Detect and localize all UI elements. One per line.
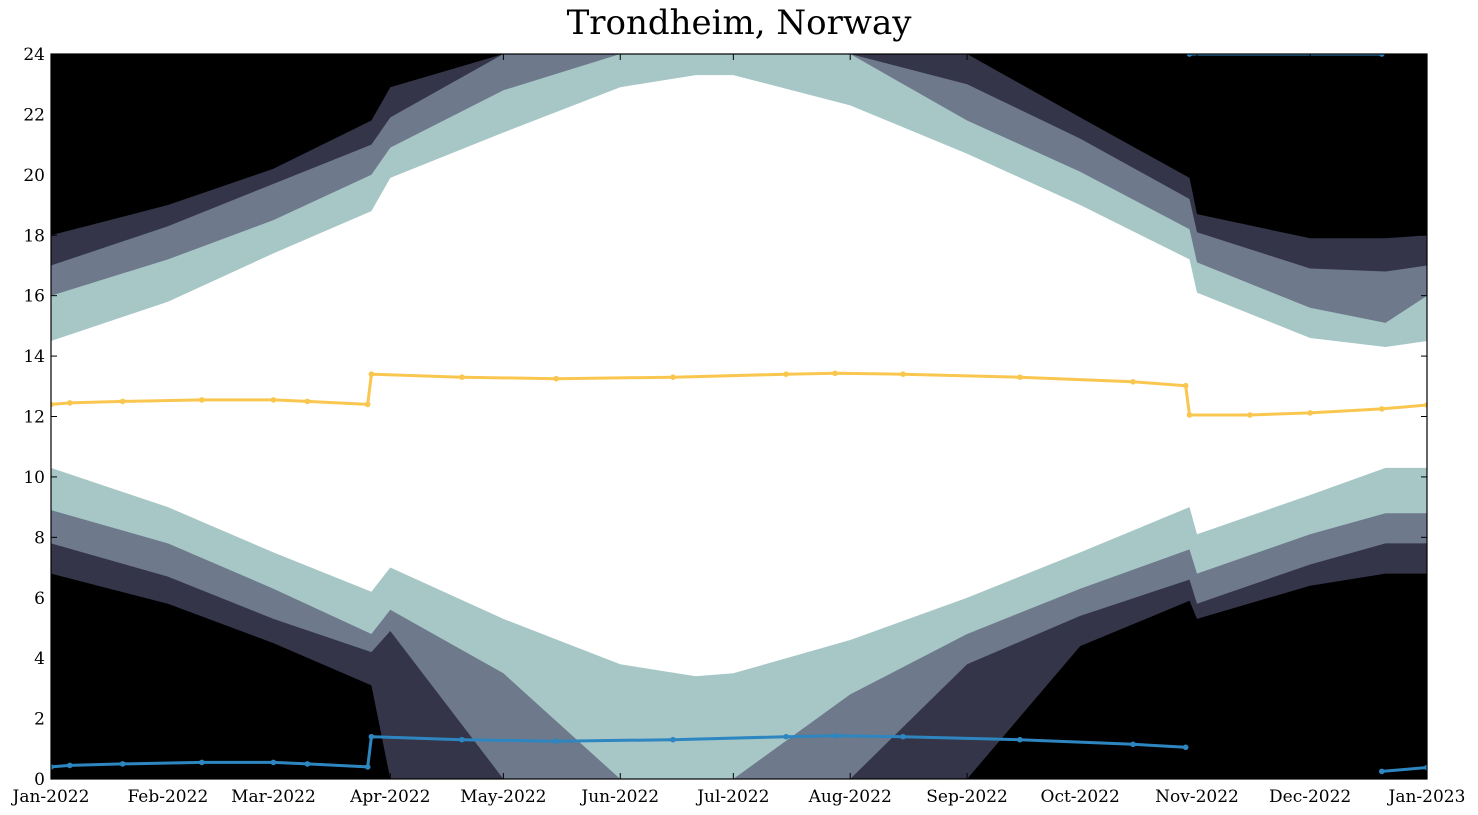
series-point xyxy=(670,736,676,743)
series-point xyxy=(459,374,465,381)
series-point xyxy=(368,371,375,378)
series-point xyxy=(67,762,73,769)
series-line xyxy=(51,371,1427,417)
y-tick-label: 8 xyxy=(34,528,45,548)
y-tick-label: 10 xyxy=(23,468,45,488)
series-point xyxy=(670,374,676,381)
series-point xyxy=(1379,54,1385,57)
y-tick-label: 12 xyxy=(23,408,45,428)
x-tick-label: Sep-2022 xyxy=(926,787,1008,807)
series-point xyxy=(1130,741,1136,748)
series-point xyxy=(364,764,371,770)
series-point xyxy=(199,397,205,403)
series-point xyxy=(1379,768,1385,775)
series-point xyxy=(304,761,311,767)
series-point xyxy=(832,733,838,739)
y-tick-label: 16 xyxy=(23,287,45,307)
series-line xyxy=(1381,766,1427,773)
x-tick-label: Dec-2022 xyxy=(1269,787,1351,807)
series-point xyxy=(1017,736,1023,743)
series-point xyxy=(51,764,54,770)
chart-title: Trondheim, Norway xyxy=(567,3,913,43)
series-point xyxy=(67,400,73,406)
x-axis: Jan-2022 Feb-2022 Mar-2022 Apr-2022 May-2022… xyxy=(11,54,1466,807)
series-point xyxy=(1130,379,1136,385)
x-tick-label: Mar-2022 xyxy=(231,787,316,807)
x-tick-label: Apr-2022 xyxy=(349,787,430,807)
series-point xyxy=(1182,382,1189,389)
y-tick-label: 2 xyxy=(34,710,45,730)
series-point xyxy=(364,401,371,408)
series-point xyxy=(270,397,277,403)
x-tick-label: Nov-2022 xyxy=(1155,787,1239,807)
series-point xyxy=(51,401,54,408)
y-tick-label: 14 xyxy=(23,347,45,367)
series-point xyxy=(1424,402,1427,408)
x-tick-label: Oct-2022 xyxy=(1041,787,1120,807)
x-tick-label: Jul-2022 xyxy=(695,787,769,807)
y-tick-label: 18 xyxy=(23,226,45,246)
x-tick-label: Jan-2022 xyxy=(11,787,90,807)
series-point xyxy=(270,759,277,766)
series-point xyxy=(304,398,311,405)
y-tick-label: 20 xyxy=(23,166,45,186)
series-point xyxy=(1186,412,1193,418)
series-point xyxy=(1379,406,1385,412)
y-tick-label: 22 xyxy=(23,105,45,125)
series-point xyxy=(553,375,559,382)
series-point xyxy=(1017,374,1023,381)
series-point xyxy=(459,736,465,743)
series-point xyxy=(1182,744,1189,751)
series-point xyxy=(119,398,126,405)
series-point xyxy=(900,733,906,740)
x-tick-label: Jan-2023 xyxy=(1387,787,1466,807)
y-tick-label: 6 xyxy=(34,589,45,609)
series-point xyxy=(199,759,205,766)
twilight-bands xyxy=(51,54,1427,779)
series-point xyxy=(368,733,375,740)
x-tick-label: May-2022 xyxy=(460,787,546,807)
series-point xyxy=(1424,764,1427,771)
series-point xyxy=(900,371,906,378)
y-tick-label: 24 xyxy=(23,45,45,65)
series-point xyxy=(783,733,789,740)
series-point xyxy=(783,371,789,378)
x-tick-label: Jun-2022 xyxy=(579,787,659,807)
x-tick-label: Aug-2022 xyxy=(808,787,892,807)
series-point xyxy=(832,370,838,377)
series-point xyxy=(119,761,126,767)
y-tick-label: 4 xyxy=(34,649,45,669)
series-point xyxy=(1247,412,1253,418)
series-point xyxy=(553,738,559,744)
series-point xyxy=(1186,54,1193,57)
series-lines xyxy=(51,54,1427,775)
x-tick-label: Feb-2022 xyxy=(127,787,208,807)
y-tick-label: 0 xyxy=(34,770,45,790)
series-point xyxy=(1307,410,1313,416)
